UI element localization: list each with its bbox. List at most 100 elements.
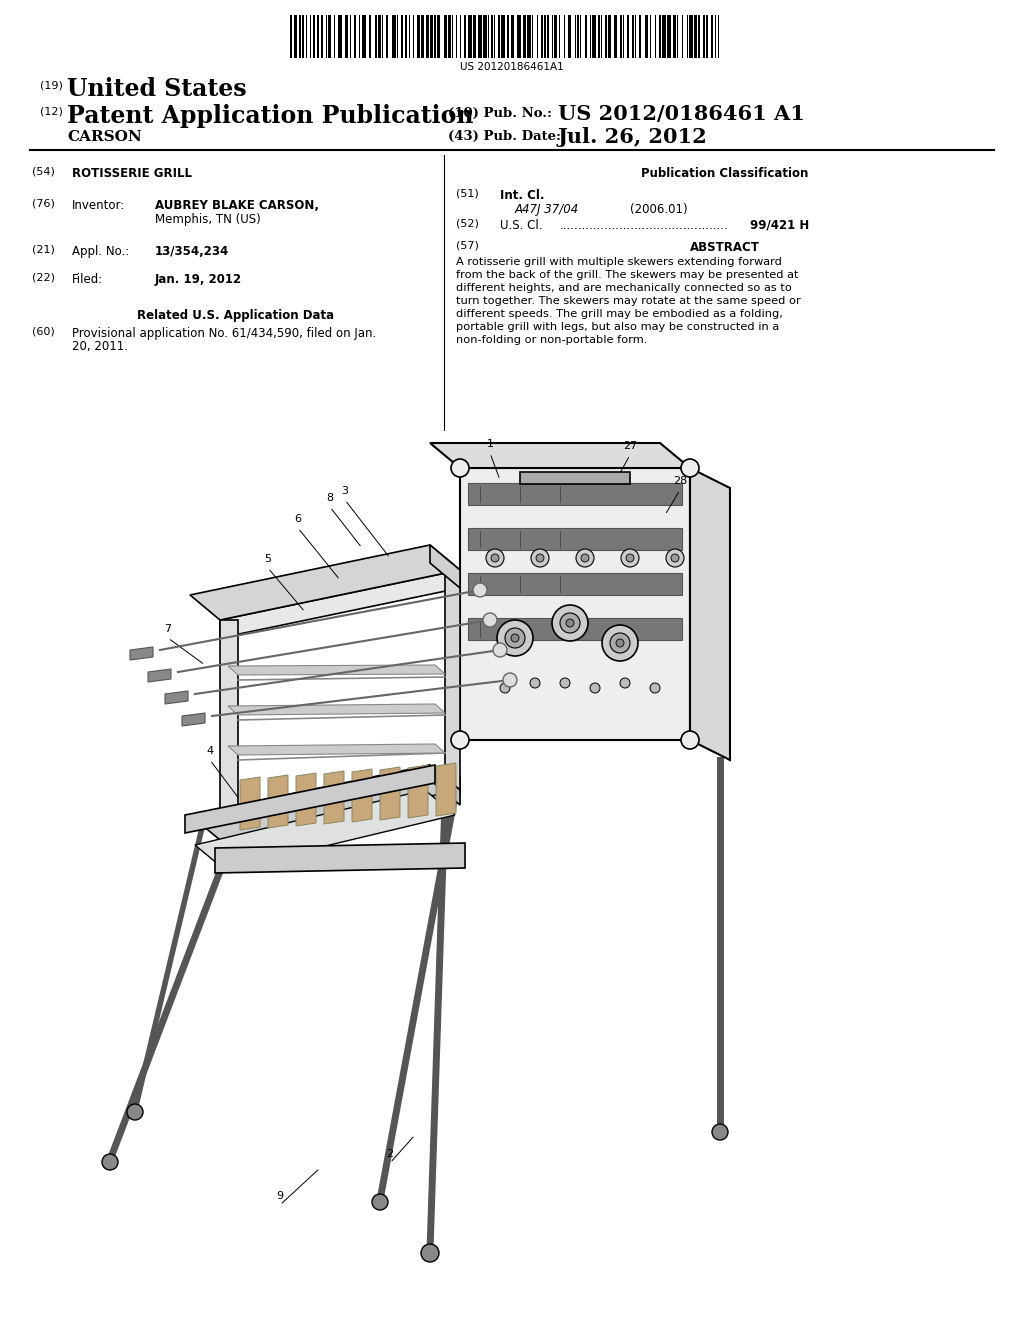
Polygon shape bbox=[380, 767, 400, 820]
Bar bbox=[687, 15, 688, 58]
Circle shape bbox=[127, 1104, 143, 1119]
Bar bbox=[712, 15, 713, 58]
Bar bbox=[309, 15, 311, 58]
Bar bbox=[338, 15, 342, 58]
Polygon shape bbox=[430, 545, 460, 587]
Circle shape bbox=[483, 612, 497, 627]
Text: US 20120186461A1: US 20120186461A1 bbox=[460, 62, 564, 73]
Text: (60): (60) bbox=[32, 327, 54, 337]
Bar bbox=[321, 15, 324, 58]
Bar bbox=[590, 15, 591, 58]
Text: (21): (21) bbox=[32, 246, 55, 255]
Circle shape bbox=[616, 639, 624, 647]
Text: Jan. 19, 2012: Jan. 19, 2012 bbox=[155, 273, 242, 286]
Circle shape bbox=[581, 554, 589, 562]
Bar bbox=[718, 15, 719, 58]
Bar bbox=[632, 15, 634, 58]
Text: (10) Pub. No.:: (10) Pub. No.: bbox=[449, 107, 552, 120]
Bar bbox=[645, 15, 647, 58]
Polygon shape bbox=[228, 665, 445, 675]
Bar bbox=[627, 15, 629, 58]
Bar bbox=[465, 15, 466, 58]
Text: from the back of the grill. The skewers may be presented at: from the back of the grill. The skewers … bbox=[456, 271, 799, 280]
Bar bbox=[564, 15, 565, 58]
Text: 28: 28 bbox=[673, 477, 687, 486]
Bar bbox=[682, 15, 683, 58]
Bar bbox=[422, 15, 424, 58]
Bar bbox=[639, 15, 641, 58]
Text: 27: 27 bbox=[623, 441, 637, 451]
Bar bbox=[483, 15, 486, 58]
Bar bbox=[694, 15, 696, 58]
Bar bbox=[478, 15, 481, 58]
Bar bbox=[668, 15, 671, 58]
Circle shape bbox=[531, 549, 549, 568]
Circle shape bbox=[490, 554, 499, 562]
Bar bbox=[537, 15, 539, 58]
Circle shape bbox=[497, 620, 534, 656]
Text: 8: 8 bbox=[327, 492, 334, 503]
Bar bbox=[299, 15, 301, 58]
Bar bbox=[598, 15, 600, 58]
Circle shape bbox=[590, 682, 600, 693]
Bar bbox=[473, 15, 475, 58]
Circle shape bbox=[552, 605, 588, 642]
Polygon shape bbox=[445, 570, 460, 789]
Bar bbox=[410, 15, 411, 58]
Circle shape bbox=[560, 678, 570, 688]
Bar bbox=[604, 15, 607, 58]
Polygon shape bbox=[190, 766, 460, 840]
Polygon shape bbox=[468, 483, 682, 506]
Bar bbox=[443, 15, 447, 58]
Bar bbox=[354, 15, 356, 58]
Text: Inventor:: Inventor: bbox=[72, 199, 125, 213]
Text: different speeds. The grill may be embodied as a folding,: different speeds. The grill may be embod… bbox=[456, 309, 783, 319]
Text: (52): (52) bbox=[456, 219, 479, 228]
Circle shape bbox=[511, 634, 519, 642]
Circle shape bbox=[666, 549, 684, 568]
Polygon shape bbox=[408, 766, 428, 818]
Text: Filed:: Filed: bbox=[72, 273, 103, 286]
Text: portable grill with legs, but also may be constructed in a: portable grill with legs, but also may b… bbox=[456, 322, 779, 333]
Polygon shape bbox=[215, 843, 465, 873]
Text: (2006.01): (2006.01) bbox=[630, 203, 688, 216]
Circle shape bbox=[560, 612, 580, 634]
Polygon shape bbox=[220, 776, 460, 845]
Bar bbox=[614, 15, 616, 58]
Text: Memphis, TN (US): Memphis, TN (US) bbox=[155, 213, 261, 226]
Circle shape bbox=[530, 678, 540, 688]
Polygon shape bbox=[190, 545, 460, 620]
Bar bbox=[663, 15, 666, 58]
Bar bbox=[502, 15, 505, 58]
Polygon shape bbox=[182, 713, 205, 726]
Bar bbox=[517, 15, 521, 58]
Bar bbox=[592, 15, 596, 58]
Text: 7: 7 bbox=[165, 624, 172, 634]
Circle shape bbox=[486, 549, 504, 568]
Bar bbox=[400, 15, 403, 58]
Text: 3: 3 bbox=[341, 486, 348, 496]
Text: (57): (57) bbox=[456, 242, 479, 251]
Text: A rotisserie grill with multiple skewers extending forward: A rotisserie grill with multiple skewers… bbox=[456, 257, 782, 267]
Bar bbox=[487, 15, 489, 58]
Bar bbox=[707, 15, 708, 58]
Bar bbox=[715, 15, 717, 58]
Bar bbox=[601, 15, 602, 58]
Text: US 2012/0186461 A1: US 2012/0186461 A1 bbox=[558, 104, 805, 124]
Text: Int. Cl.: Int. Cl. bbox=[500, 189, 545, 202]
Bar bbox=[545, 15, 546, 58]
Bar bbox=[552, 15, 553, 58]
Polygon shape bbox=[468, 618, 682, 640]
Bar bbox=[492, 15, 493, 58]
Bar bbox=[460, 15, 461, 58]
Bar bbox=[328, 15, 331, 58]
Bar bbox=[578, 15, 579, 58]
Bar bbox=[417, 15, 420, 58]
Text: non-folding or non-portable form.: non-folding or non-portable form. bbox=[456, 335, 647, 345]
Bar bbox=[608, 15, 610, 58]
Text: turn together. The skewers may rotate at the same speed or: turn together. The skewers may rotate at… bbox=[456, 296, 801, 306]
Polygon shape bbox=[296, 774, 316, 826]
Bar bbox=[580, 15, 582, 58]
Text: (43) Pub. Date:: (43) Pub. Date: bbox=[449, 129, 561, 143]
Text: 9: 9 bbox=[276, 1191, 284, 1201]
